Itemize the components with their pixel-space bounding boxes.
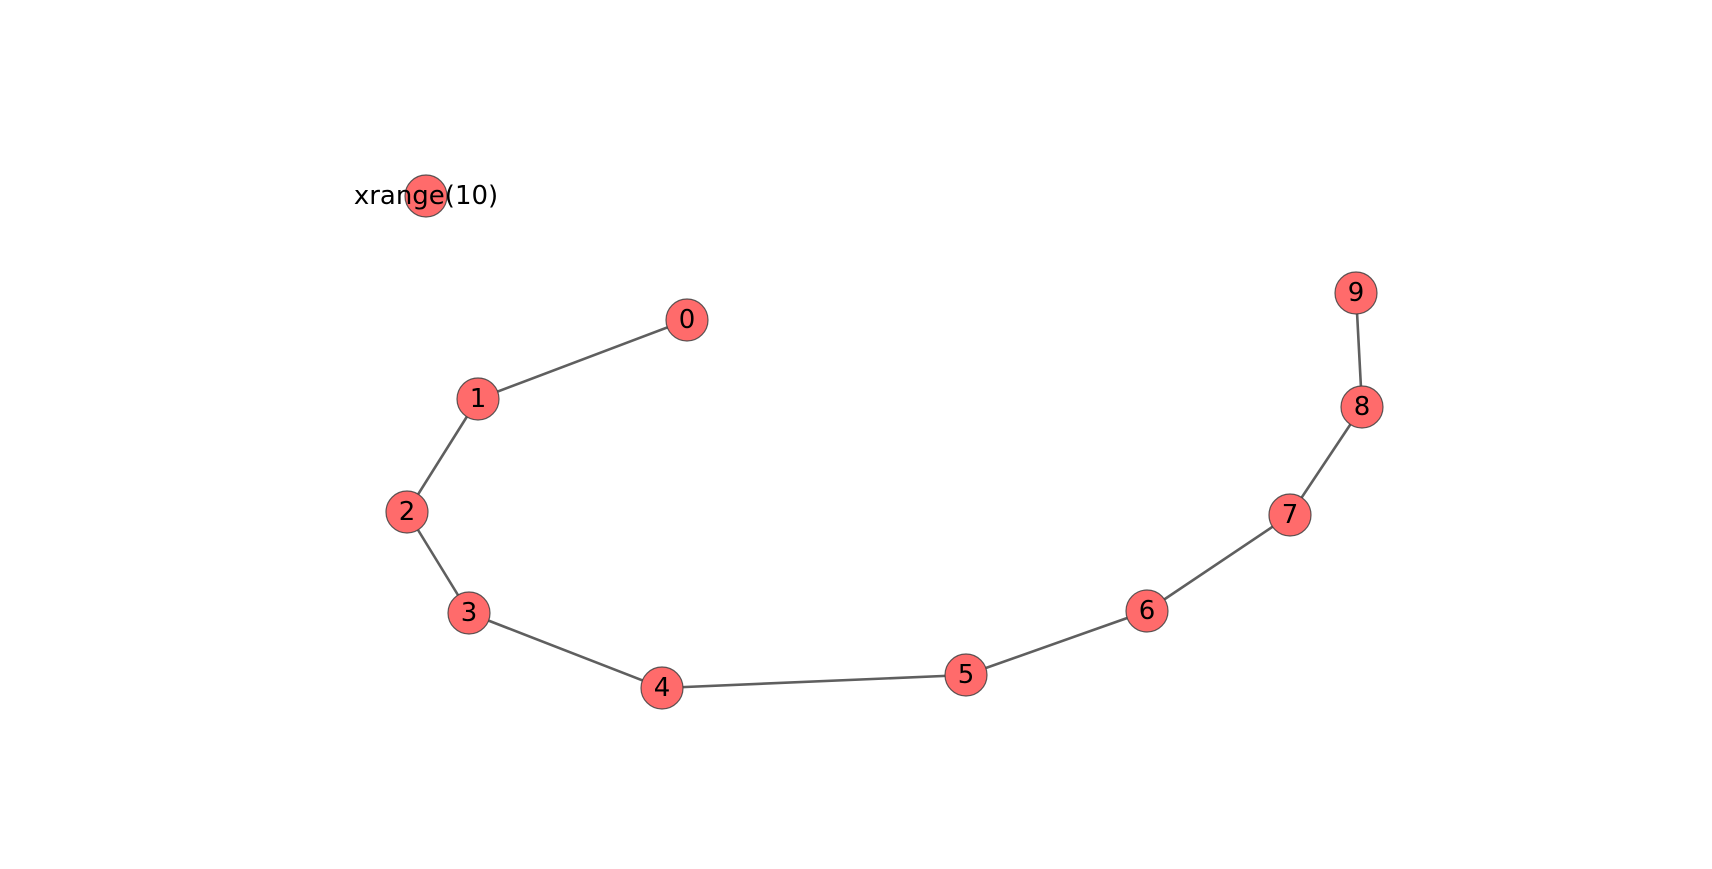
node-circle [1125,589,1169,633]
node-circle [665,298,709,342]
node-xrange-10: xrange(10) [354,174,498,218]
node-circle [447,591,491,635]
node-circle [1340,385,1384,429]
node-5: 5 [944,653,988,697]
node-4: 4 [640,666,684,710]
node-6: 6 [1125,589,1169,633]
node-1: 1 [456,377,500,421]
node-label: 7 [1282,500,1299,530]
edge-7-8 [1288,405,1364,517]
nodes-layer: xrange(10) 0 1 2 3 4 5 6 7 8 9 [354,174,1384,710]
node-circle [385,490,429,534]
node-label: 4 [654,673,671,703]
node-label: 3 [461,598,478,628]
node-label: xrange(10) [354,181,498,211]
edge-1-2 [405,397,480,514]
node-label: 1 [470,384,487,414]
node-label: 6 [1139,596,1156,626]
node-circle [404,174,448,218]
node-label: 8 [1354,392,1371,422]
node-circle [1334,271,1378,315]
node-label: 9 [1348,278,1365,308]
edge-4-5 [660,673,968,690]
node-2: 2 [385,490,429,534]
edge-5-6 [964,609,1149,677]
node-circle [1268,493,1312,537]
node-8: 8 [1340,385,1384,429]
node-circle [640,666,684,710]
node-0: 0 [665,298,709,342]
edge-6-7 [1145,513,1292,613]
edge-0-1 [476,318,689,401]
edges-layer [405,291,1364,690]
node-circle [944,653,988,697]
node-9: 9 [1334,271,1378,315]
edge-3-4 [467,611,664,690]
node-7: 7 [1268,493,1312,537]
node-label: 5 [958,660,975,690]
node-label: 2 [399,497,416,527]
node-circle [456,377,500,421]
node-3: 3 [447,591,491,635]
node-label: 0 [679,305,696,335]
